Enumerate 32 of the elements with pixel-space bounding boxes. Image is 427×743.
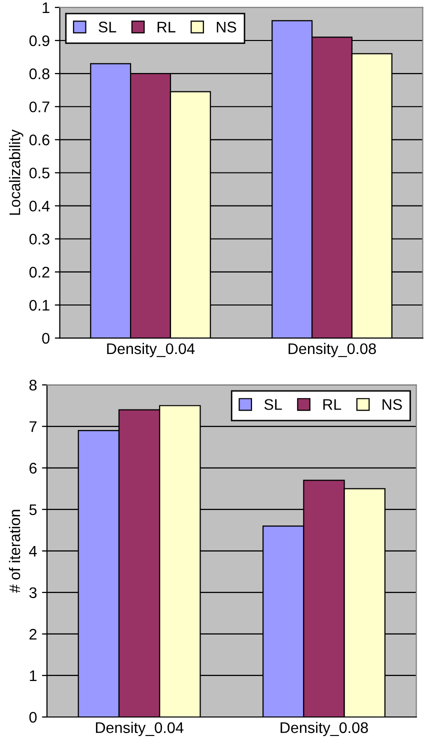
y-tick-label: 5 <box>29 504 37 516</box>
legend-label: SL <box>98 22 116 32</box>
y-tick-label: 0 <box>29 712 37 723</box>
y-tick-label: 0 <box>42 332 50 344</box>
y-tick-label: 4 <box>29 546 37 556</box>
y-tick-label: 6 <box>30 462 37 474</box>
y-axis-title: # of iteration <box>8 510 20 593</box>
y-tick-label: 7 <box>30 421 36 432</box>
y-tick-label: 0.2 <box>29 266 50 278</box>
legend-label: RL <box>158 22 176 32</box>
y-axis-title: Localizability <box>9 129 24 215</box>
y-tick-label: 3 <box>29 587 37 598</box>
x-tick-label: Density_0.08 <box>288 342 376 358</box>
y-tick-label: 2 <box>30 628 36 640</box>
y-tick-label: 0.9 <box>29 35 50 46</box>
x-tick-label: Density_0.04 <box>107 342 195 358</box>
y-tick-label: 8 <box>29 380 37 391</box>
y-tick-label: 1 <box>42 2 50 13</box>
y-tick-label: 1 <box>30 670 37 682</box>
y-tick-label: 0.6 <box>29 134 50 146</box>
legend-label: NS <box>382 399 402 410</box>
x-tick-label: Density_0.04 <box>96 722 184 736</box>
y-tick-label: 0.3 <box>29 234 50 245</box>
legend-label: SL <box>264 399 282 410</box>
y-tick-label: 0.1 <box>29 300 50 311</box>
y-tick-label: 0.8 <box>29 68 50 80</box>
y-tick-label: 0.5 <box>29 168 50 178</box>
legend-label: NS <box>216 22 236 32</box>
y-tick-label: 0.4 <box>29 200 50 212</box>
y-tick-label: 0.7 <box>29 101 50 112</box>
legend-label: RL <box>323 399 342 410</box>
x-tick-label: Density_0.08 <box>280 722 368 736</box>
